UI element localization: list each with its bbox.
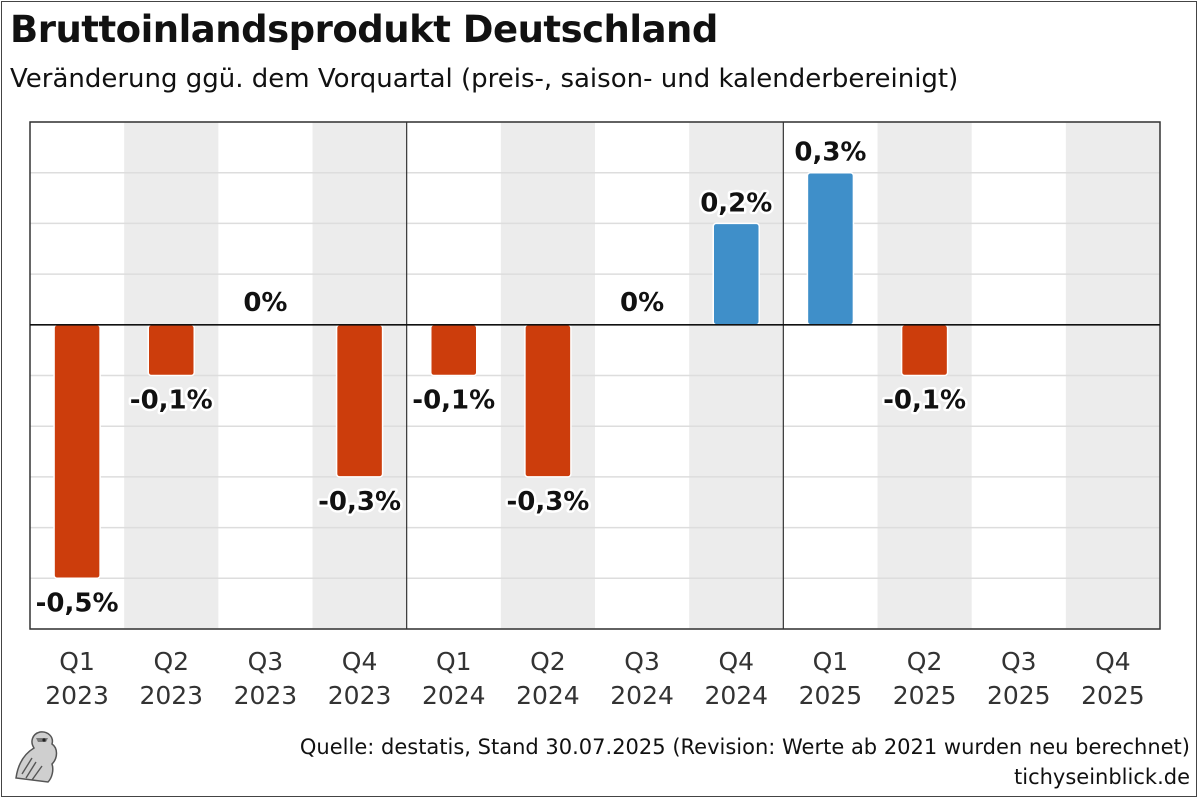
tick-label-quarter: Q3 (624, 647, 660, 676)
tick-label-quarter: Q1 (436, 647, 472, 676)
tick-label-quarter: Q3 (248, 647, 284, 676)
tick-label-year: 2024 (704, 681, 768, 710)
data-label: 0,3% (794, 138, 866, 168)
tick-label-year: 2025 (1081, 681, 1145, 710)
bar (806, 171, 855, 326)
data-label: -0,1% (883, 386, 966, 416)
bar (430, 324, 478, 377)
data-label: 0% (620, 288, 664, 318)
tick-label-year: 2025 (987, 681, 1051, 710)
data-label: -0,1% (130, 386, 213, 416)
data-label: -0,3% (506, 487, 589, 517)
chart-title: Bruttoinlandsprodukt Deutschland (10, 8, 718, 51)
tick-label-year: 2023 (139, 681, 203, 710)
tick-label-year: 2025 (799, 681, 863, 710)
data-label: 0% (243, 288, 287, 318)
data-label: -0,5% (36, 588, 119, 618)
data-label: -0,3% (318, 487, 401, 517)
bar (712, 222, 760, 326)
chart-subtitle: Veränderung ggü. dem Vorquartal (preis-,… (10, 64, 959, 94)
data-label: 0,2% (700, 188, 772, 218)
bar (147, 324, 195, 377)
tick-label-year: 2023 (328, 681, 392, 710)
tick-label-quarter: Q1 (813, 647, 849, 676)
tick-label-quarter: Q2 (907, 647, 943, 676)
source-note: Quelle: destatis, Stand 30.07.2025 (Revi… (300, 732, 1190, 792)
tick-label-quarter: Q1 (59, 647, 95, 676)
tick-label-year: 2023 (234, 681, 298, 710)
tick-label-year: 2023 (45, 681, 109, 710)
tick-label-year: 2024 (422, 681, 486, 710)
tick-label-quarter: Q2 (153, 647, 189, 676)
tick-label-year: 2024 (610, 681, 674, 710)
tick-label-year: 2024 (516, 681, 580, 710)
tick-label-quarter: Q4 (718, 647, 754, 676)
tick-label-quarter: Q4 (1095, 647, 1131, 676)
tick-label-quarter: Q2 (530, 647, 566, 676)
bar (900, 324, 949, 377)
bar (335, 324, 384, 478)
tick-label-quarter: Q4 (342, 647, 378, 676)
plot-border (29, 121, 1161, 630)
bar (53, 324, 101, 580)
site-name: tichyseinblick.de (1014, 765, 1190, 789)
eagle-logo-icon (8, 728, 62, 786)
source-text: Quelle: destatis, Stand 30.07.2025 (Revi… (299, 735, 1190, 759)
data-label: -0,1% (412, 386, 495, 416)
tick-label-quarter: Q3 (1001, 647, 1037, 676)
bar (524, 324, 572, 478)
tick-label-year: 2025 (893, 681, 957, 710)
